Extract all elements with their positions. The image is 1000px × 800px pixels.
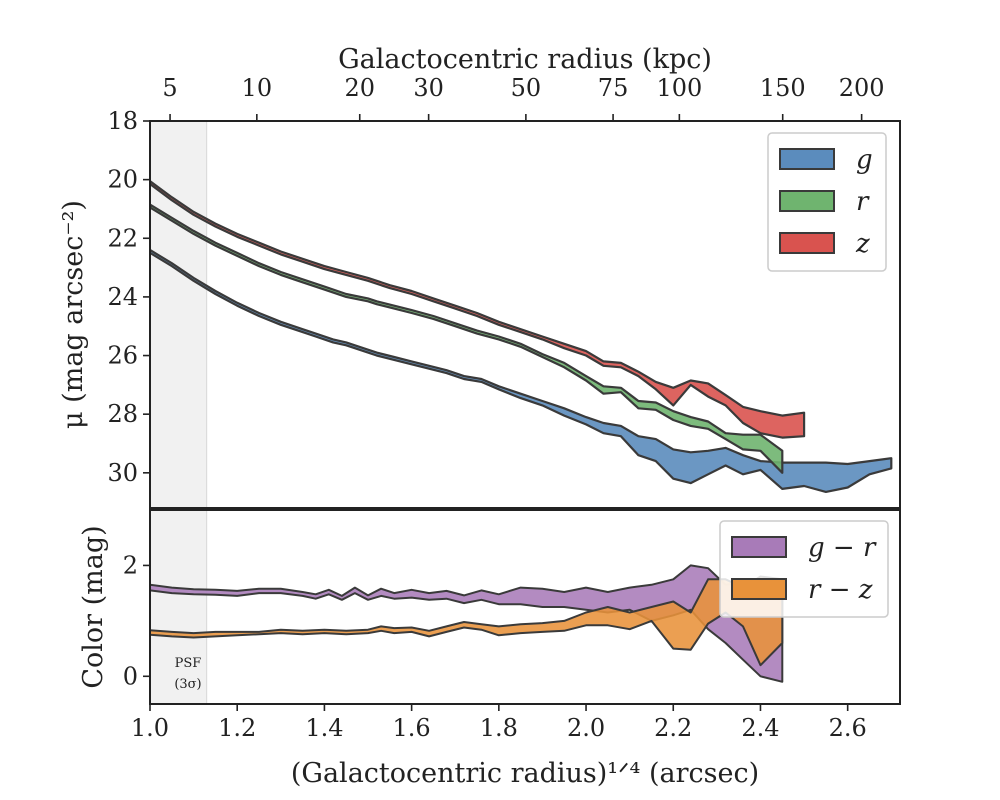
y-tick-label-top: 30 <box>107 459 138 487</box>
legend-label: z <box>855 229 870 259</box>
psf-sublabel: (3σ) <box>174 677 201 692</box>
psf-region-top <box>150 121 207 508</box>
kpc-tick-label: 50 <box>511 74 542 102</box>
x-tick-label: 2.6 <box>829 714 867 742</box>
kpc-tick-label: 100 <box>656 74 702 102</box>
top-panel-frame <box>149 120 901 509</box>
legend-swatch <box>779 148 835 170</box>
legend-label: r − z <box>808 575 873 605</box>
x-tick-label: 1.2 <box>218 714 256 742</box>
legend-swatch <box>779 232 835 254</box>
band-r−z <box>150 575 784 667</box>
y-tick-label-top: 26 <box>107 342 138 370</box>
y-tick-label-top: 24 <box>107 283 138 311</box>
x-tick-label: 1.8 <box>480 714 518 742</box>
legend-swatch <box>779 190 835 212</box>
x-tick-label: 2.4 <box>741 714 779 742</box>
kpc-tick-label: 75 <box>598 74 629 102</box>
psf-label: PSF <box>175 656 202 671</box>
psf-region-bottom <box>150 510 207 704</box>
legend-label: g − r <box>808 533 877 563</box>
y-tick-label-top: 20 <box>107 166 138 194</box>
kpc-tick-label: 20 <box>344 74 375 102</box>
x-tick-label: 1.4 <box>305 714 343 742</box>
kpc-tick-label: 30 <box>413 74 444 102</box>
kpc-tick-label: 10 <box>242 74 273 102</box>
legend-label: g <box>856 145 873 175</box>
x-tick-label: 1.0 <box>131 714 169 742</box>
bottom-y-axis-title: Color (mag) <box>78 525 109 688</box>
bottom-panel-bands <box>150 564 784 683</box>
y-tick-label-top: 18 <box>107 107 138 135</box>
kpc-tick-label: 150 <box>760 74 806 102</box>
legend-swatch <box>731 578 787 600</box>
legend-bottom: g − r r − z <box>719 520 889 618</box>
x-tick-label: 2.2 <box>654 714 692 742</box>
y-tick-label-bottom: 0 <box>123 662 138 690</box>
legend-top: grz <box>767 132 887 272</box>
band-r <box>150 203 784 474</box>
top-panel-bands <box>150 180 893 493</box>
kpc-tick-label: 5 <box>162 74 177 102</box>
y-tick-label-bottom: 2 <box>123 551 138 579</box>
bottom-axis-title: (Galactocentric radius)¹ᐟ⁴ (arcsec) <box>291 758 759 789</box>
band-g <box>150 248 893 493</box>
top-y-axis-title: μ (mag arcsec⁻²) <box>58 200 89 429</box>
legend-label: r <box>856 187 870 217</box>
x-tick-label: 1.6 <box>393 714 431 742</box>
kpc-tick-label: 200 <box>839 74 885 102</box>
band-z <box>150 180 806 439</box>
band-g−r <box>150 564 784 683</box>
y-tick-label-top: 22 <box>107 224 138 252</box>
bottom-panel-frame <box>149 509 901 705</box>
x-tick-label: 2.0 <box>567 714 605 742</box>
top-axis-title: Galactocentric radius (kpc) <box>338 44 712 75</box>
legend-swatch <box>731 536 787 558</box>
y-tick-label-top: 28 <box>107 400 138 428</box>
